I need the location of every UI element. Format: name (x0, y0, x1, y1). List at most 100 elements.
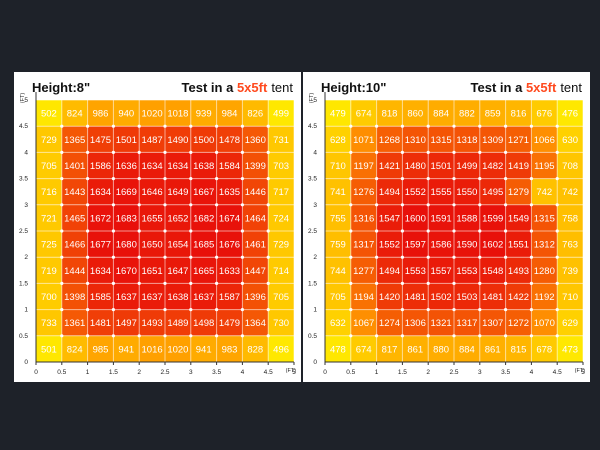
cell-value-label: 1066 (534, 135, 555, 146)
grid-dot (529, 177, 533, 181)
cell-value-label: 1682 (193, 213, 214, 224)
grid-dot (60, 334, 64, 338)
cell-value-label: 1547 (379, 213, 400, 224)
y-tick-label: 2.5 (308, 228, 317, 235)
y-tick-label: 0.5 (19, 333, 28, 340)
heatmap-cell (376, 100, 403, 127)
heatmap-cell (325, 152, 351, 179)
heatmap-cell (36, 204, 62, 231)
heatmap-cell (61, 335, 88, 362)
grid-dot (240, 229, 244, 233)
heatmap-cell (402, 126, 429, 153)
heatmap-cell (454, 100, 480, 127)
grid-dot (215, 177, 219, 181)
cell-value-label: 501 (41, 344, 57, 355)
grid-dot (426, 281, 430, 285)
grid-dot (137, 334, 141, 338)
grid-dot (426, 255, 430, 259)
grid-dot (452, 229, 456, 233)
grid-dot (504, 177, 508, 181)
cell-value-label: 759 (330, 240, 346, 251)
cell-value-label: 1553 (405, 266, 426, 277)
x-tick-label: 0 (34, 369, 38, 376)
cell-value-label: 859 (485, 109, 501, 120)
grid-dot (60, 150, 64, 154)
grid-dot (266, 281, 270, 285)
heatmap-cell (216, 335, 243, 362)
heatmap-cell (505, 231, 532, 258)
heatmap-cell (61, 178, 88, 205)
cell-value-label: 818 (382, 109, 398, 120)
cell-value-label: 1398 (64, 292, 85, 303)
heatmap-cell (402, 335, 429, 362)
heatmap-cell (350, 152, 377, 179)
cell-value-label: 733 (41, 318, 57, 329)
heatmap-cell (557, 335, 583, 362)
heatmap-cell (61, 152, 88, 179)
heatmap-cell (165, 257, 191, 284)
heatmap-cell (531, 204, 558, 231)
grid-dot (529, 150, 533, 154)
cell-value-label: 1503 (456, 292, 477, 303)
heatmap-cell (61, 231, 88, 258)
cell-value-label: 763 (562, 240, 578, 251)
grid-dot (60, 203, 64, 207)
heatmap-cell (350, 257, 377, 284)
grid-dot (426, 308, 430, 312)
heatmap-cell (376, 231, 403, 258)
x-axis-unit: (FT) (575, 368, 586, 374)
grid-dot (163, 203, 167, 207)
grid-dot (375, 177, 379, 181)
y-tick-label: 4.5 (308, 123, 317, 130)
cell-value-label: 710 (562, 292, 578, 303)
grid-dot (111, 150, 115, 154)
cell-value-label: 1018 (167, 109, 188, 120)
cell-value-label: 1646 (142, 187, 163, 198)
x-tick-label: 2.5 (449, 369, 458, 376)
heatmap-cell (557, 309, 583, 336)
heatmap-cell (165, 335, 191, 362)
cell-value-label: 861 (485, 344, 501, 355)
subtitle-highlight: 5x5ft (525, 80, 557, 95)
grid-dot (529, 255, 533, 259)
cell-value-label: 1597 (405, 240, 426, 251)
grid-dot (555, 281, 559, 285)
chart-subtitle: Test in a 5x5ft tent (182, 80, 293, 95)
x-axis-unit: (FT) (286, 368, 297, 374)
heatmap-cell (454, 126, 480, 153)
grid-dot (349, 229, 353, 233)
heatmap-cell (325, 257, 351, 284)
cell-value-label: 705 (330, 292, 346, 303)
heatmap-cell (350, 178, 377, 205)
cell-value-label: 674 (356, 109, 372, 120)
grid-dot (189, 281, 193, 285)
cell-value-label: 676 (536, 109, 552, 120)
grid-dot (452, 255, 456, 259)
grid-dot (266, 334, 270, 338)
y-tick-label: 1 (24, 307, 28, 314)
heatmap-cell (479, 178, 506, 205)
cell-value-label: 1274 (379, 318, 400, 329)
heatmap-cell (454, 152, 480, 179)
grid-dot (215, 229, 219, 233)
grid-dot (266, 177, 270, 181)
heatmap-cell (402, 231, 429, 258)
cell-value-label: 1502 (431, 292, 452, 303)
heatmap-cell (505, 257, 532, 284)
heatmap-cell (268, 335, 294, 362)
cell-value-label: 1419 (508, 161, 529, 172)
grid-dot (111, 229, 115, 233)
heatmap-cell (350, 100, 377, 127)
y-tick-label: 2 (313, 254, 317, 261)
cell-value-label: 473 (562, 344, 578, 355)
cell-value-label: 1444 (64, 266, 85, 277)
heatmap-cell (479, 335, 506, 362)
heatmap-cell (61, 257, 88, 284)
heatmap-cell (505, 309, 532, 336)
heatmap-cell (505, 283, 532, 310)
grid-dot (349, 124, 353, 128)
cell-value-label: 1482 (482, 161, 503, 172)
heatmap-cell (350, 309, 377, 336)
heatmap-cell (36, 126, 62, 153)
heatmap-cell (87, 100, 114, 127)
